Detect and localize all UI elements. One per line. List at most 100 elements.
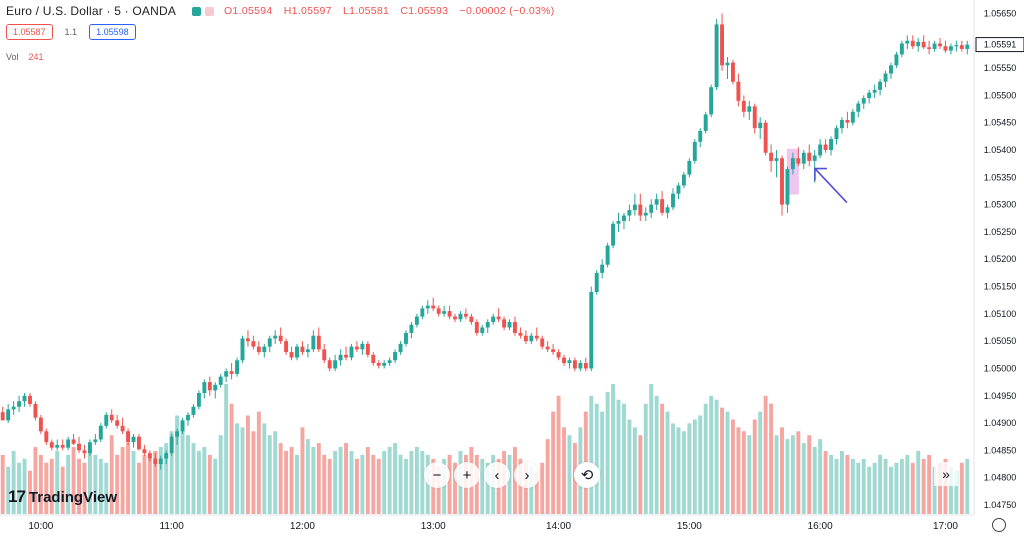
candle-body [758, 122, 763, 129]
symbol-title[interactable]: Euro / U.S. Dollar · 5 · OANDA [6, 4, 177, 18]
volume-bar [60, 466, 65, 514]
volume-bar [44, 462, 49, 514]
candle-body [796, 158, 801, 164]
open-value: O1.05594 [224, 5, 273, 17]
candle-body [273, 335, 278, 339]
scroll-to-realtime-button[interactable]: » [934, 462, 958, 486]
price-tick-label: 1.05150 [984, 282, 1017, 292]
volume-bar [889, 466, 893, 514]
candle-body [872, 89, 877, 93]
volume-bar [839, 450, 844, 514]
volume-bar [6, 466, 11, 514]
volume-bar [322, 454, 327, 514]
volume-bar [534, 470, 539, 514]
volume-bar [594, 403, 599, 514]
settings-icon[interactable] [992, 518, 1006, 532]
volume-bar [256, 411, 261, 514]
volume-bar [529, 466, 534, 514]
candle-body [425, 305, 430, 309]
candle-body [300, 346, 305, 353]
close-value: C1.05593 [400, 5, 449, 17]
candle-body [414, 316, 419, 325]
current-price-text: 1.05591 [984, 40, 1017, 50]
volume-bar [823, 450, 828, 514]
volume-bar [55, 450, 60, 514]
volume-bar [703, 403, 708, 514]
volume-bar [611, 384, 616, 514]
market-status-icon[interactable] [192, 6, 202, 16]
spread-value: 1.1 [64, 27, 78, 37]
tradingview-logo[interactable]: 17 TradingView [8, 487, 117, 507]
candle-body [741, 100, 746, 112]
candle-body [354, 346, 359, 350]
candle-body [436, 308, 441, 314]
candle-body [611, 223, 616, 246]
current-price-label: 1.05591 [975, 37, 1024, 53]
volume-bar [164, 443, 169, 514]
candle-body [687, 160, 692, 175]
candle-body [589, 292, 594, 369]
candle-body [676, 185, 681, 194]
volume-bar [948, 466, 953, 514]
candle-body [191, 406, 196, 415]
price-tick-label: 1.04800 [984, 473, 1017, 483]
candle-body [224, 371, 229, 377]
volume-bar [589, 395, 594, 514]
volume-bar [447, 454, 452, 514]
reset-chart-button[interactable]: ⟲ [574, 462, 600, 488]
zoom-out-button[interactable]: − [424, 462, 450, 488]
volume-bar [404, 458, 408, 514]
scroll-right-button[interactable]: › [514, 462, 540, 488]
volume-bar [17, 462, 22, 514]
candle-body [681, 174, 686, 186]
price-axis[interactable]: 1.056501.056001.055501.055001.054501.054… [984, 8, 1017, 510]
candle-body [709, 87, 714, 115]
volume-value: 241 [28, 52, 44, 62]
candle-body [158, 458, 163, 465]
volume-bar [959, 462, 964, 514]
price-tick-label: 1.05450 [984, 118, 1017, 128]
candle-body [649, 204, 654, 213]
candle-body [311, 335, 316, 350]
volume-bar [872, 462, 877, 514]
volume-bar [186, 435, 190, 514]
volume-bar [600, 411, 605, 514]
sell-price-button[interactable]: 1.05587 [6, 24, 53, 40]
candle-body [126, 431, 131, 443]
candle-body [894, 54, 899, 66]
volume-bar [175, 415, 180, 514]
volume-bar [916, 450, 921, 514]
volume-bar [28, 470, 32, 514]
volume-bar [153, 450, 158, 514]
volume-bar [780, 427, 784, 514]
candle-body [823, 144, 828, 150]
buy-price-button[interactable]: 1.05598 [89, 24, 136, 40]
scroll-left-button[interactable]: ‹ [484, 462, 510, 488]
candle-body [714, 24, 719, 88]
volume-bar [616, 399, 621, 514]
volume-bar [845, 454, 850, 514]
volume-bar [698, 415, 703, 514]
price-tick-label: 1.05650 [984, 8, 1017, 18]
candle-body [453, 316, 457, 320]
change-value: −0.00002 (−0.03%) [459, 5, 555, 17]
time-tick-label: 11:00 [160, 521, 185, 532]
data-status-icon[interactable] [205, 6, 215, 16]
volume-bar [507, 454, 512, 514]
candle-body [567, 360, 572, 363]
candle-body [518, 332, 523, 336]
volume-bar [169, 431, 174, 514]
candle-body [295, 346, 299, 358]
volume-bar [567, 435, 572, 514]
candle-body [812, 155, 817, 161]
volume-bar [398, 454, 403, 514]
time-axis[interactable]: 10:00 11:00 12:00 13:00 14:00 15:00 16:00 17:00… [28, 521, 1024, 532]
candle-body [600, 264, 605, 273]
candle-body [218, 376, 223, 385]
candle-body [82, 450, 87, 454]
volume-bar [109, 435, 114, 514]
candle-body [322, 349, 327, 361]
volume-bar [300, 427, 305, 514]
zoom-in-button[interactable]: + [454, 462, 480, 488]
